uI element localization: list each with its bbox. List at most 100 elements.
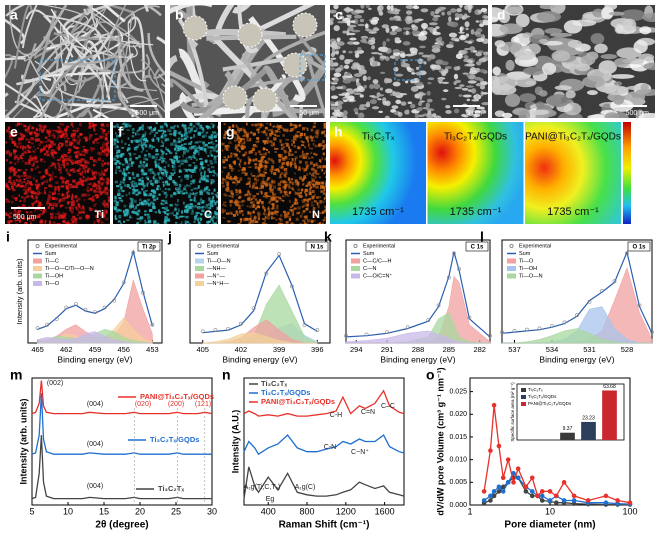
map-dot [288,185,291,189]
map-dot [190,145,195,150]
map-dot [25,192,28,196]
grain [642,12,655,23]
map-dot [134,147,138,151]
map-dot [94,203,98,205]
map-dot [239,127,242,132]
map-dot [282,133,285,137]
map-dot [289,148,292,153]
map-dot [191,209,194,213]
map-dot [91,185,94,188]
legend-label: Ti₃C₂Tₓ [528,387,543,392]
map-dot [8,167,12,171]
map-dot [109,129,110,132]
map-dot [230,190,233,194]
map-dot [302,210,306,213]
map-dot [85,149,89,152]
map-dot [133,199,137,204]
map-dot [160,168,165,171]
panel-letter: j [167,229,172,245]
legend-label: Experimental [207,243,239,249]
map-dot [154,180,159,184]
map-dot [306,199,309,203]
badge-box [465,241,489,252]
map-dot [70,122,73,125]
map-dot [291,158,294,161]
map-dot [93,127,95,130]
map-dot [137,143,141,147]
map-dot [92,147,96,151]
map-dot [265,165,268,168]
map-dot [312,195,316,198]
map-dot [125,160,128,163]
grain [473,50,478,53]
map-dot [16,183,20,187]
fiber [5,109,8,112]
map-dot [144,131,147,135]
map-dot [282,158,286,162]
map-dot [258,198,262,203]
map-dot [176,149,180,152]
map-dot [114,180,119,184]
map-dot [321,190,326,193]
map-dot [283,173,287,177]
map-dot [190,182,192,185]
map-dot [75,154,79,157]
map-dot [114,214,117,218]
map-dot [285,173,288,175]
grain [465,33,470,37]
map-dot [313,200,317,203]
grain [406,10,413,15]
map-dot [78,172,82,175]
data-point [488,498,493,503]
map-dot [239,165,242,169]
map-dot [100,213,103,217]
grain [419,45,426,49]
map-dot [136,222,138,224]
map-dot [162,210,166,213]
grain [372,27,380,32]
map-dot [52,156,55,159]
map-dot [273,172,277,176]
map-dot [62,132,65,137]
map-dot [303,177,307,179]
map-dot [141,144,144,149]
map-dot [61,215,65,219]
map-dot [319,200,322,204]
grain [459,5,463,8]
map-dot [55,203,59,206]
map-dot [212,196,215,200]
grain [407,101,413,105]
map-dot [166,137,170,141]
grain [453,108,460,114]
map-dot [156,186,159,190]
map-dot [26,213,29,216]
map-dot [23,186,27,188]
map-dot [5,199,9,204]
grain [385,88,393,94]
map-dot [195,211,198,214]
map-dot [103,200,106,204]
map-dot [106,153,110,156]
map-dot [325,183,326,186]
map-dot [64,196,68,199]
grain [479,82,488,85]
grain [410,85,419,92]
x-axis-label: Pore diameter (nm) [504,520,595,531]
map-dot [13,213,17,217]
badge: O 1s [632,245,646,251]
grain [431,44,441,50]
map-dot [39,158,43,161]
fiber [48,53,93,98]
map-dot [233,153,237,156]
map-dot [162,130,167,133]
map-dot [52,221,56,224]
map-dot [283,149,286,152]
map-dot [252,182,255,186]
map-dot [155,153,160,156]
map-dot [134,185,137,188]
grain [356,49,365,54]
map-dot [185,215,189,219]
map-dot [282,210,286,213]
map-dot [271,207,275,210]
map-dot [54,216,57,220]
